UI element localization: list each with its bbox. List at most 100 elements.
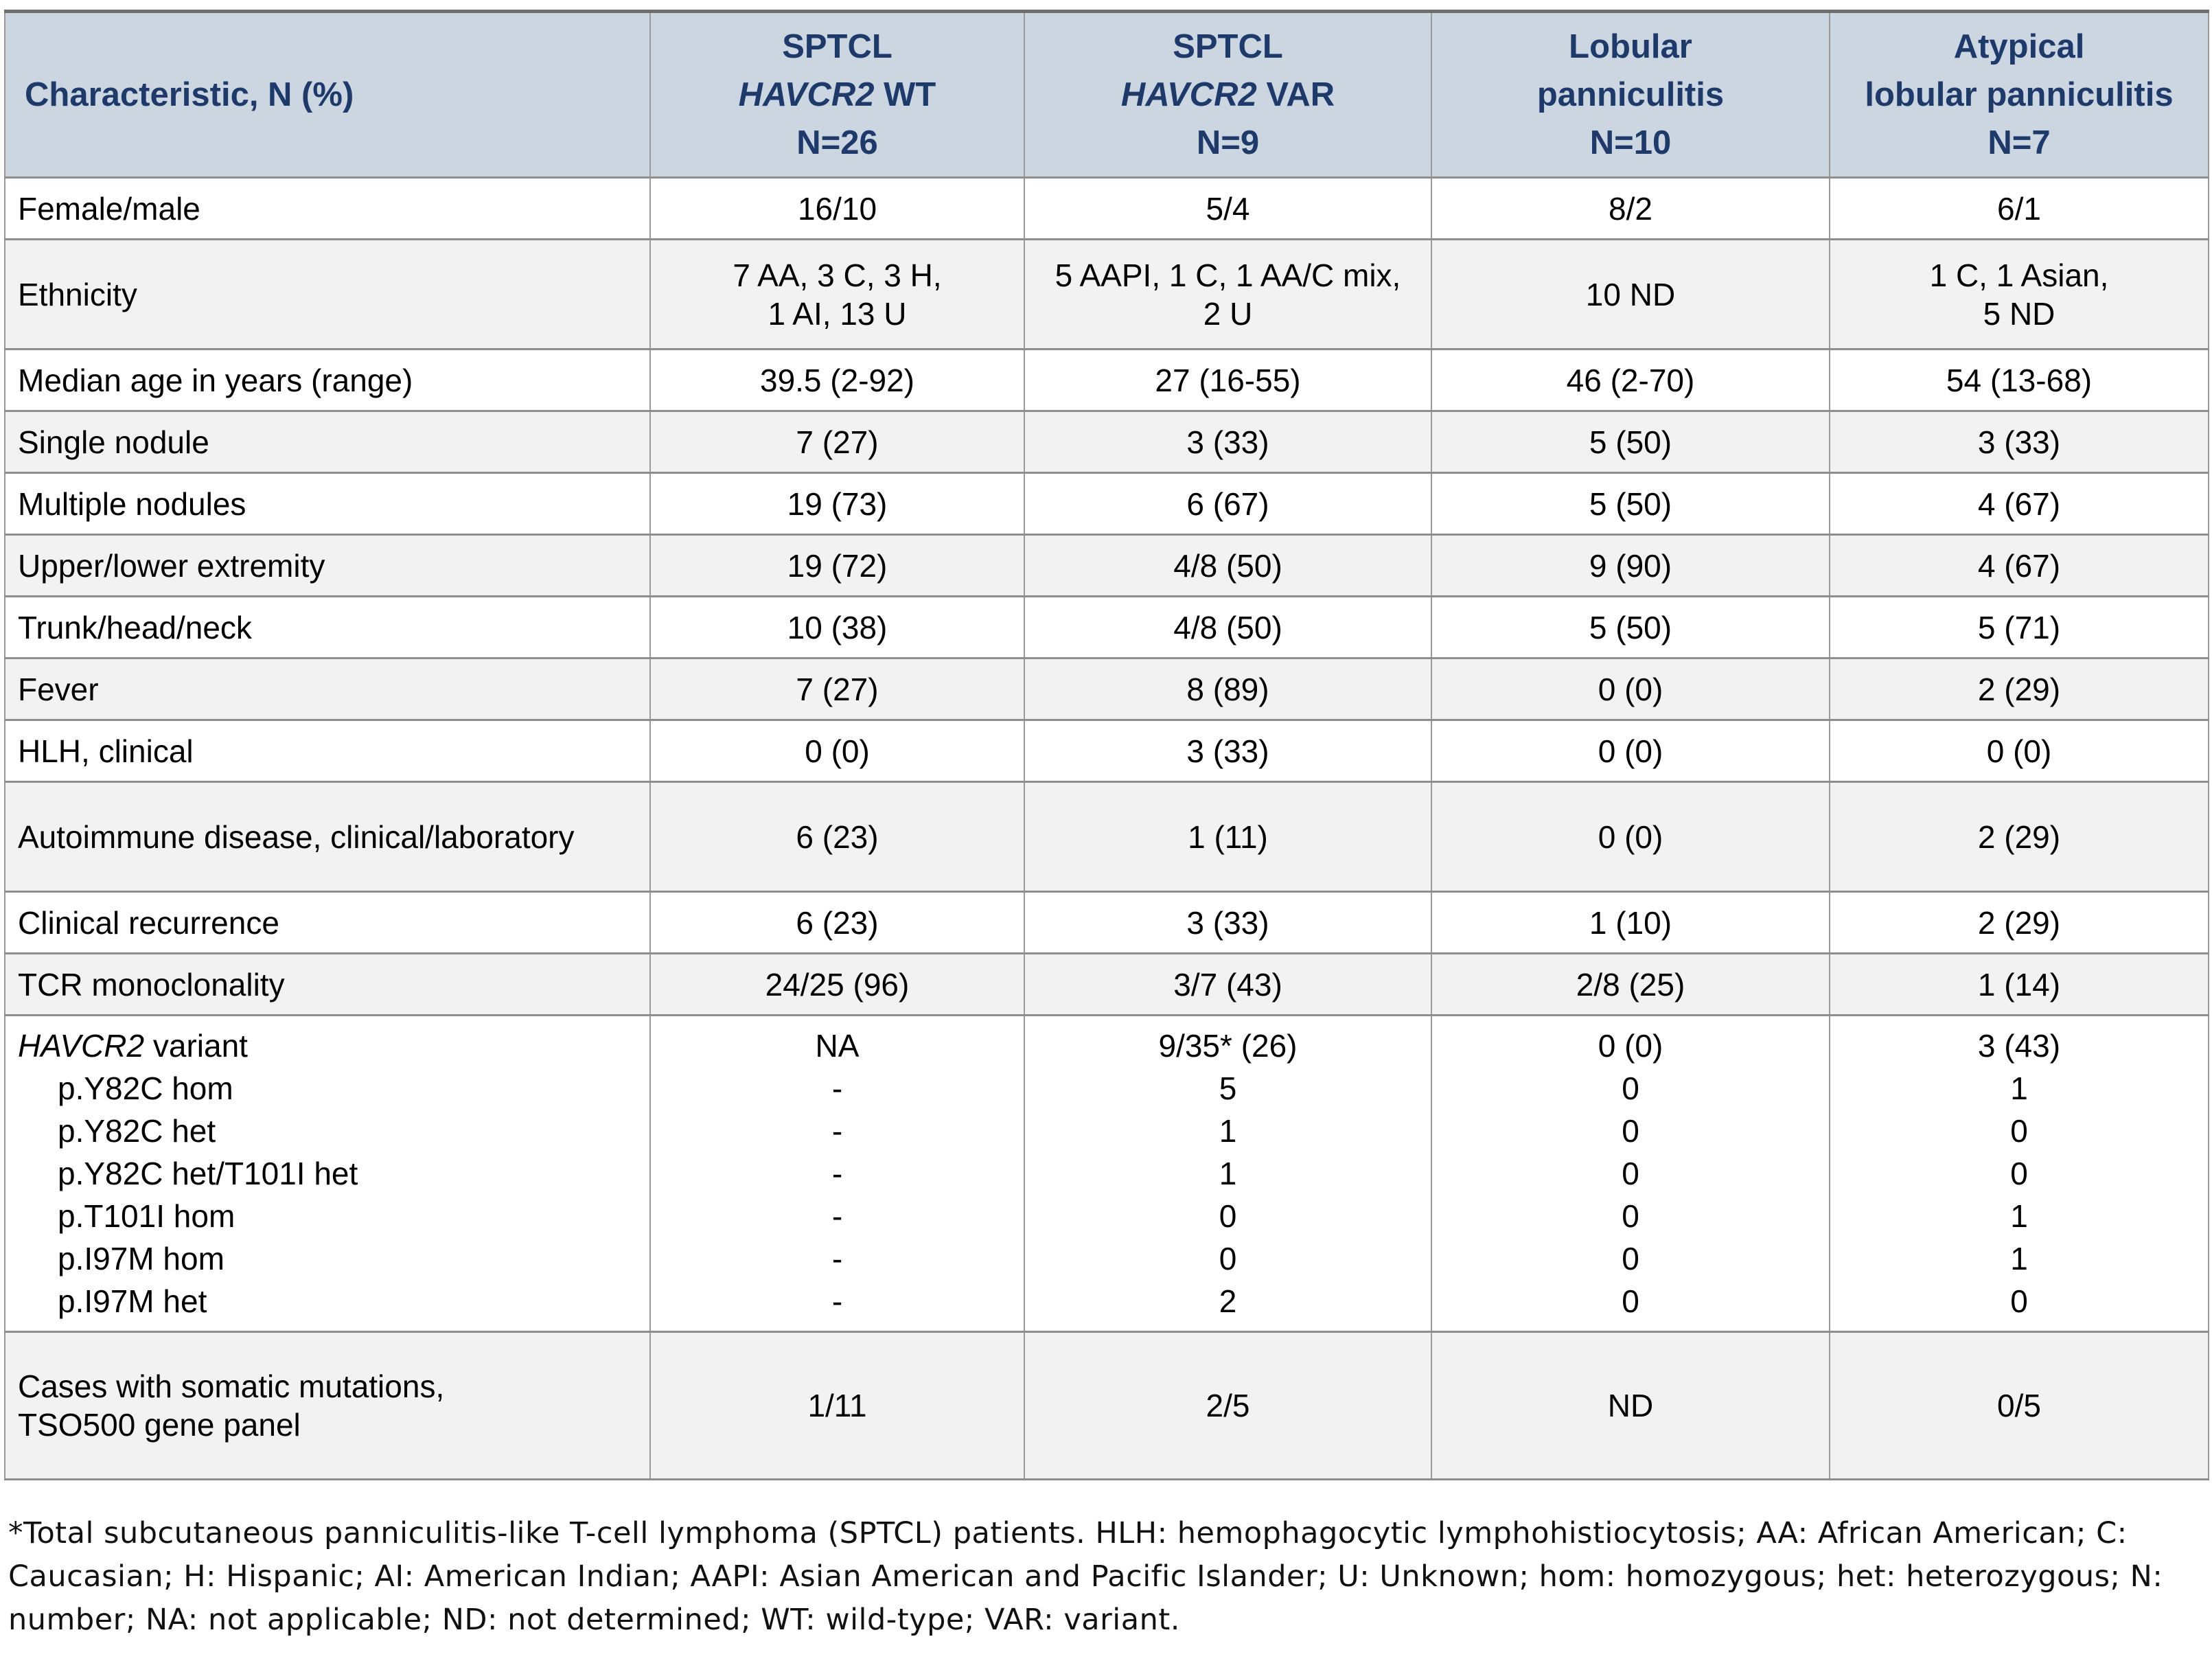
column-header-sptcl-wt: SPTCL HAVCR2 WT N=26 xyxy=(649,10,1025,179)
table-row: Median age in years (range) 39.5 (2-92) … xyxy=(4,348,2209,412)
variant-sub-labels: p.Y82C hom p.Y82C het p.Y82C het/T101I h… xyxy=(58,1070,358,1319)
table-cell: 0 (0) xyxy=(1431,657,1830,721)
column-header-atypical-lobular-panniculitis: Atypical lobular panniculitis N=7 xyxy=(1829,10,2209,179)
table-cell: 2/5 xyxy=(1024,1331,1432,1480)
header-n-count: N=10 xyxy=(1589,124,1672,161)
header-n-count: N=9 xyxy=(1196,124,1260,161)
row-label: Autoimmune disease, clinical/laboratory xyxy=(4,781,651,893)
table-row: Fever 7 (27) 8 (89) 0 (0) 2 (29) xyxy=(4,657,2209,721)
row-label: Single nodule xyxy=(4,410,651,474)
row-label: Fever xyxy=(4,657,651,721)
row-label: Multiple nodules xyxy=(4,472,651,536)
table-cell: 1 C, 1 Asian, 5 ND xyxy=(1829,238,2209,350)
column-header-sptcl-var: SPTCL HAVCR2 VAR N=9 xyxy=(1024,10,1432,179)
header-line: WT xyxy=(874,76,936,113)
table-cell: 1 (11) xyxy=(1024,781,1432,893)
table-cell: 5 (71) xyxy=(1829,595,2209,659)
table-cell: 6 (67) xyxy=(1024,472,1432,536)
row-label: HLH, clinical xyxy=(4,719,651,783)
table-cell: 1 (14) xyxy=(1829,952,2209,1016)
gene-name: HAVCR2 xyxy=(738,76,875,113)
table-row: Female/male 16/10 5/4 8/2 6/1 xyxy=(4,176,2209,240)
row-label: Upper/lower extremity xyxy=(4,534,651,597)
table-cell: 54 (13-68) xyxy=(1829,348,2209,412)
table-cell: 39.5 (2-92) xyxy=(649,348,1025,412)
header-n-count: N=26 xyxy=(796,124,878,161)
table-cell: 0 (0) xyxy=(649,719,1025,783)
table-cell: 0 (0) xyxy=(1431,719,1830,783)
table-cell: 10 ND xyxy=(1431,238,1830,350)
table-row: Trunk/head/neck 10 (38) 4/8 (50) 5 (50) … xyxy=(4,595,2209,659)
table-cell: 3 (33) xyxy=(1829,410,2209,474)
header-label: Characteristic, N (%) xyxy=(25,76,354,113)
table-cell: 3/7 (43) xyxy=(1024,952,1432,1016)
header-line: SPTCL xyxy=(1173,28,1283,65)
table-header: Characteristic, N (%) SPTCL HAVCR2 WT N=… xyxy=(4,10,2209,179)
table-row: Multiple nodules 19 (73) 6 (67) 5 (50) 4… xyxy=(4,472,2209,536)
table-cell: 0 (0) 0 0 0 0 0 0 xyxy=(1431,1014,1830,1333)
table-cell: 3 (33) xyxy=(1024,719,1432,783)
table-cell: 9 (90) xyxy=(1431,534,1830,597)
row-label-havcr2-variant: HAVCR2 variant p.Y82C hom p.Y82C het p.Y… xyxy=(4,1014,651,1333)
table-cell: 19 (73) xyxy=(649,472,1025,536)
row-label: Ethnicity xyxy=(4,238,651,350)
table-cell: 27 (16-55) xyxy=(1024,348,1432,412)
table-cell: 4 (67) xyxy=(1829,534,2209,597)
table-cell: 10 (38) xyxy=(649,595,1025,659)
table-cell: 7 (27) xyxy=(649,657,1025,721)
table-row: TCR monoclonality 24/25 (96) 3/7 (43) 2/… xyxy=(4,952,2209,1016)
table-cell: 2/8 (25) xyxy=(1431,952,1830,1016)
header-line: lobular panniculitis xyxy=(1865,76,2174,113)
table-cell: 6 (23) xyxy=(649,891,1025,954)
row-label: Clinical recurrence xyxy=(4,891,651,954)
table-cell: 5 AAPI, 1 C, 1 AA/C mix, 2 U xyxy=(1024,238,1432,350)
table-cell: 24/25 (96) xyxy=(649,952,1025,1016)
table-row: Upper/lower extremity 19 (72) 4/8 (50) 9… xyxy=(4,534,2209,597)
table-cell: 3 (33) xyxy=(1024,891,1432,954)
table-row: Clinical recurrence 6 (23) 3 (33) 1 (10)… xyxy=(4,891,2209,954)
table-row-havcr2-variant: HAVCR2 variant p.Y82C hom p.Y82C het p.Y… xyxy=(4,1014,2209,1333)
table-cell: 5 (50) xyxy=(1431,472,1830,536)
header-n-count: N=7 xyxy=(1988,124,2051,161)
table-cell: 2 (29) xyxy=(1829,891,2209,954)
table-cell: 5 (50) xyxy=(1431,595,1830,659)
row-label: TCR monoclonality xyxy=(4,952,651,1016)
table-cell: 16/10 xyxy=(649,176,1025,240)
table-row: HLH, clinical 0 (0) 3 (33) 0 (0) 0 (0) xyxy=(4,719,2209,783)
table-cell: 8 (89) xyxy=(1024,657,1432,721)
characteristics-table: Characteristic, N (%) SPTCL HAVCR2 WT N=… xyxy=(4,10,2209,1480)
variant-label-line: HAVCR2 variant xyxy=(18,1024,637,1067)
page: Characteristic, N (%) SPTCL HAVCR2 WT N=… xyxy=(0,10,2212,1661)
table-cell: 2 (29) xyxy=(1829,657,2209,721)
table-cell: 6 (23) xyxy=(649,781,1025,893)
header-line: panniculitis xyxy=(1536,76,1725,113)
table-row: Ethnicity 7 AA, 3 C, 3 H, 1 AI, 13 U 5 A… xyxy=(4,238,2209,350)
table-cell: 4 (67) xyxy=(1829,472,2209,536)
table-cell: 0 (0) xyxy=(1431,781,1830,893)
table-cell: 2 (29) xyxy=(1829,781,2209,893)
row-label: Cases with somatic mutations, TSO500 gen… xyxy=(4,1331,651,1480)
row-label: Trunk/head/neck xyxy=(4,595,651,659)
table-row-somatic-mutations: Cases with somatic mutations, TSO500 gen… xyxy=(4,1331,2209,1480)
table-cell: 19 (72) xyxy=(649,534,1025,597)
table-cell: 9/35* (26) 5 1 1 0 0 2 xyxy=(1024,1014,1432,1333)
table-cell: 4/8 (50) xyxy=(1024,595,1432,659)
table-row: Single nodule 7 (27) 3 (33) 5 (50) 3 (33… xyxy=(4,410,2209,474)
header-line: SPTCL xyxy=(782,28,892,65)
gene-name: HAVCR2 xyxy=(18,1028,145,1064)
table-cell: ND xyxy=(1431,1331,1830,1480)
variant-label-rest: variant xyxy=(144,1028,248,1064)
footnote: *Total subcutaneous panniculitis-like T-… xyxy=(8,1516,2163,1637)
table-cell: 8/2 xyxy=(1431,176,1830,240)
gene-name: HAVCR2 xyxy=(1120,76,1257,113)
header-line: Atypical xyxy=(1953,28,2085,65)
table-cell: 0/5 xyxy=(1829,1331,2209,1480)
header-line: Lobular xyxy=(1569,28,1692,65)
table-cell: 0 (0) xyxy=(1829,719,2209,783)
row-label: Median age in years (range) xyxy=(4,348,651,412)
column-header-lobular-panniculitis: Lobular panniculitis N=10 xyxy=(1431,10,1830,179)
column-header-characteristic: Characteristic, N (%) xyxy=(4,10,651,179)
table-row: Autoimmune disease, clinical/laboratory … xyxy=(4,781,2209,893)
table-cell: 7 (27) xyxy=(649,410,1025,474)
table-cell: 46 (2-70) xyxy=(1431,348,1830,412)
